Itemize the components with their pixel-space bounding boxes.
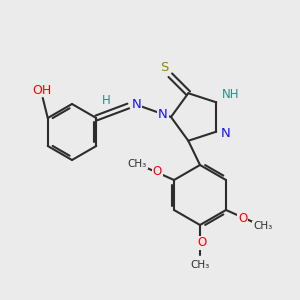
Text: O: O	[238, 212, 247, 225]
Text: CH₃: CH₃	[253, 221, 272, 231]
Text: CH₃: CH₃	[128, 159, 147, 169]
Text: H: H	[102, 94, 111, 106]
Text: NH: NH	[221, 88, 239, 101]
Text: O: O	[153, 165, 162, 178]
Text: CH₃: CH₃	[190, 260, 210, 270]
Text: OH: OH	[32, 83, 51, 97]
Text: N: N	[158, 109, 168, 122]
Text: O: O	[197, 236, 207, 250]
Text: N: N	[220, 127, 230, 140]
Text: N: N	[131, 98, 141, 110]
Text: S: S	[160, 61, 169, 74]
